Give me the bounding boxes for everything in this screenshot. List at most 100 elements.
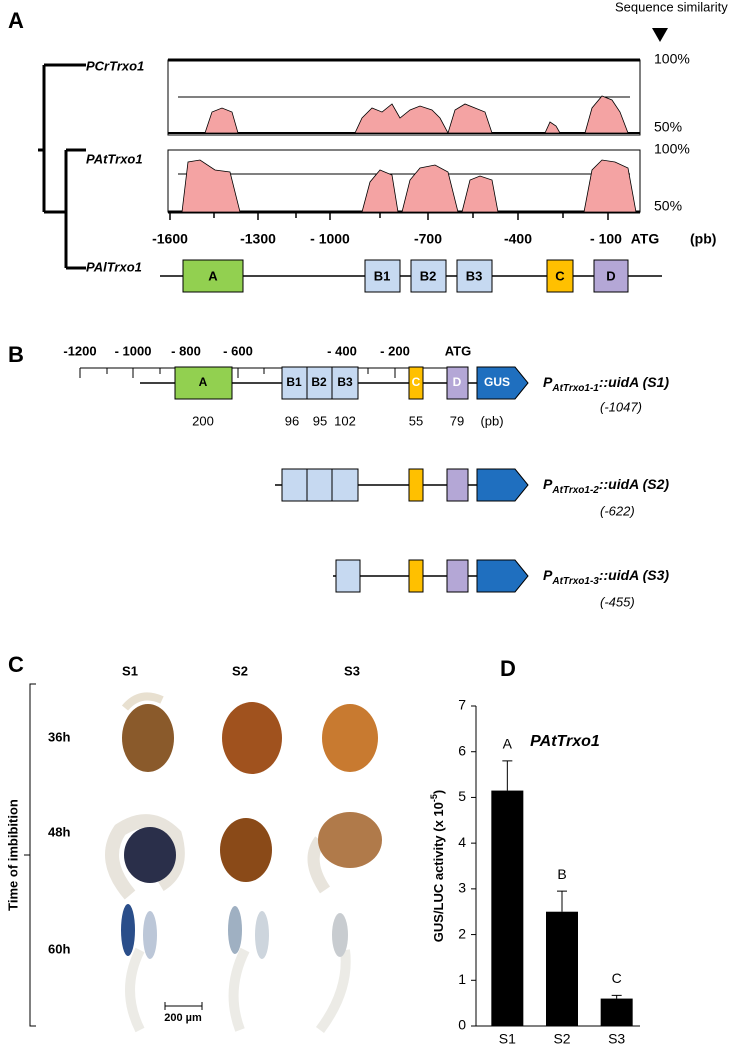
construct-prefix: P [543, 567, 553, 583]
construct-label: PAtTrxo1-2::uidA (S2) [543, 476, 669, 496]
bar [546, 911, 578, 1026]
similarity-peaks [181, 95, 637, 213]
element-label: A [199, 375, 208, 389]
element-label: C [412, 375, 421, 389]
ruler-label: - 800 [171, 343, 201, 358]
y-tick-label: 5 [458, 788, 466, 804]
axis-label: -700 [414, 231, 442, 247]
length-label: 55 [409, 413, 423, 428]
axis-label: -1600 [152, 231, 188, 247]
ruler-label: - 600 [223, 343, 253, 358]
y-tick-label: 4 [458, 834, 466, 850]
construct-subscript: AtTrxo1-2 [551, 485, 599, 496]
element-label: GUS [484, 375, 510, 389]
seed-images [24, 683, 382, 1033]
element-label: B2 [420, 268, 437, 283]
species-label: PCrTrxo1 [86, 58, 144, 73]
significance-label: B [557, 866, 566, 882]
length-label: 200 [192, 413, 214, 428]
y-tick-label: 3 [458, 880, 466, 896]
panel-label: D [500, 656, 516, 681]
ruler-label: ATG [445, 343, 471, 358]
element-label: D [453, 375, 462, 389]
length-label: 95 [313, 413, 327, 428]
error-bar [557, 890, 567, 912]
length-label: 79 [450, 413, 464, 428]
construct-suffix: ::uidA (S1) [599, 374, 670, 390]
construct-subscript: AtTrxo1-3 [551, 576, 599, 587]
length-unit: (pb) [480, 413, 503, 428]
panel-label: C [8, 652, 24, 677]
element-label: B3 [466, 268, 483, 283]
y-tick-label: 7 [458, 697, 466, 713]
error-bar [502, 760, 513, 791]
time-label: 36h [48, 729, 70, 744]
construct-label: PAtTrxo1-3::uidA (S3) [543, 567, 669, 587]
y-title-sup: -5 [429, 794, 439, 802]
axis-unit: (pb) [690, 231, 716, 247]
x-tick-label: S1 [499, 1031, 516, 1047]
y-tick-label: 1 [458, 971, 466, 987]
gene-elements-a [182, 259, 629, 293]
error-bar [611, 994, 622, 999]
percent-label: 100% [654, 51, 690, 67]
y-tick-label: 2 [458, 925, 466, 941]
construct-position: (-455) [600, 594, 635, 609]
construct-label: PAtTrxo1-1::uidA (S1) [543, 374, 669, 394]
construct-position: (-622) [600, 503, 635, 518]
element-label: B1 [374, 268, 391, 283]
ruler-label: - 1000 [115, 343, 152, 358]
time-label: 60h [48, 941, 70, 956]
construct-subscript: AtTrxo1-1 [551, 383, 599, 394]
percent-label: 50% [654, 198, 682, 214]
construct-suffix: ::uidA (S3) [599, 567, 670, 583]
element-label: B3 [337, 375, 353, 389]
length-label: 102 [334, 413, 356, 428]
percent-label: 100% [654, 141, 690, 157]
species-label: PAtTrxo1 [86, 151, 143, 166]
bar [600, 998, 633, 1026]
element-label: B1 [286, 375, 302, 389]
line-label: S2 [232, 663, 248, 678]
panel-label: B [8, 342, 24, 367]
y-axis-title: GUS/LUC activity (x 10-5) [429, 790, 446, 943]
length-label: 96 [285, 413, 299, 428]
ruler-label: - 200 [380, 343, 410, 358]
construct-prefix: P [543, 476, 553, 492]
bar [491, 790, 524, 1026]
axis-label: -1300 [240, 231, 276, 247]
time-label: 48h [48, 824, 70, 839]
ruler-label: -1200 [63, 343, 96, 358]
x-tick-label: S2 [553, 1031, 570, 1047]
significance-label: C [612, 970, 622, 986]
construct-suffix: ::uidA (S2) [599, 476, 670, 492]
panel-a-drawing [38, 58, 662, 277]
y-tick-label: 0 [458, 1017, 466, 1033]
axis-label: - 100 [590, 231, 622, 247]
x-tick-label: S3 [608, 1031, 625, 1047]
scale-bar-label: 200 µm [164, 1012, 202, 1024]
percent-label: 50% [654, 119, 682, 135]
legend-title: Sequence similarity [615, 0, 728, 14]
significance-label: A [503, 736, 513, 752]
element-label: C [555, 268, 565, 283]
panel-b-drawing [79, 366, 529, 593]
axis-label: - 1000 [310, 231, 350, 247]
species-label: PAlTrxo1 [86, 259, 142, 274]
axis-label: -400 [504, 231, 532, 247]
line-label: S3 [344, 663, 360, 678]
element-label: B2 [311, 375, 327, 389]
ruler-label: - 400 [327, 343, 357, 358]
axis-title: Time of imbibition [5, 799, 20, 911]
chart-title: PAtTrxo1 [530, 733, 600, 750]
element-label: A [208, 268, 218, 283]
y-tick-label: 6 [458, 742, 466, 758]
triangle-marker [652, 28, 668, 42]
construct-position: (-1047) [600, 399, 642, 414]
panel-label: A [8, 8, 24, 33]
element-label: D [606, 268, 615, 283]
construct-prefix: P [543, 374, 553, 390]
line-label: S1 [122, 663, 138, 678]
y-title-suffix: ) [431, 790, 446, 794]
